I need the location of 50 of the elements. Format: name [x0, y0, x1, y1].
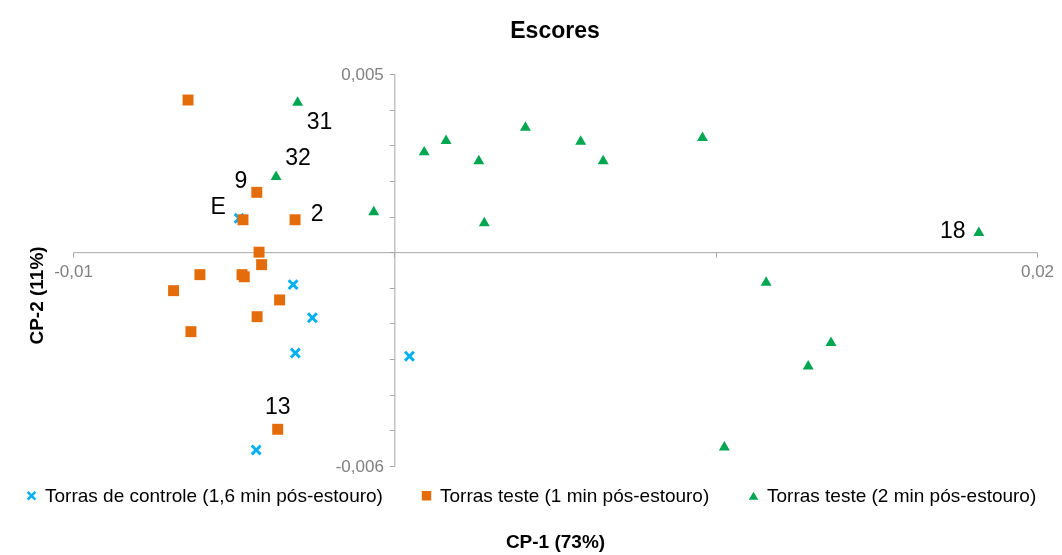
point [256, 259, 268, 271]
legend-label: Torras de controle (1,6 min pós-estouro) [45, 484, 383, 506]
point [403, 350, 415, 362]
y-axis-title: CP-2 (11%) [25, 246, 47, 345]
point [253, 246, 265, 258]
point [802, 360, 814, 370]
point [519, 121, 531, 131]
y-tick-label: 0,005 [341, 64, 384, 84]
annotation: 13 [264, 393, 291, 420]
annotation: 31 [306, 108, 333, 135]
point [237, 214, 249, 226]
point [289, 347, 301, 359]
legend-label: Torras teste (2 min pós-estouro) [767, 484, 1037, 506]
point [368, 205, 380, 216]
point [182, 94, 194, 106]
point [289, 214, 301, 226]
point [306, 312, 318, 324]
point [825, 336, 837, 347]
point [973, 226, 985, 236]
point [185, 326, 197, 338]
point [168, 285, 180, 297]
point [718, 440, 730, 451]
point [251, 186, 263, 198]
x-tick-label: -0,01 [54, 261, 93, 281]
y-tick-label: -0,006 [335, 456, 384, 476]
point [292, 96, 304, 106]
point [760, 276, 772, 286]
annotation: 2 [310, 199, 324, 226]
legend-label: Torras teste (1 min pós-estouro) [440, 484, 710, 506]
annotation: E [210, 193, 226, 220]
point [270, 170, 282, 180]
point [697, 131, 708, 142]
x-axis-title: CP-1 (73%) [505, 530, 606, 552]
annotation: 18 [940, 217, 966, 244]
point [440, 134, 452, 144]
point [287, 279, 299, 291]
point [250, 444, 262, 456]
chart-title: Escores [510, 17, 600, 43]
point [194, 269, 206, 281]
point [473, 154, 485, 165]
x-tick-label: 0,02 [1020, 261, 1055, 281]
point [274, 294, 286, 306]
point [251, 311, 263, 323]
point [478, 216, 490, 227]
point [575, 135, 587, 145]
point [597, 154, 609, 165]
point [272, 423, 284, 435]
point [418, 145, 430, 156]
annotation: 9 [234, 167, 248, 194]
annotation: 32 [285, 144, 311, 171]
